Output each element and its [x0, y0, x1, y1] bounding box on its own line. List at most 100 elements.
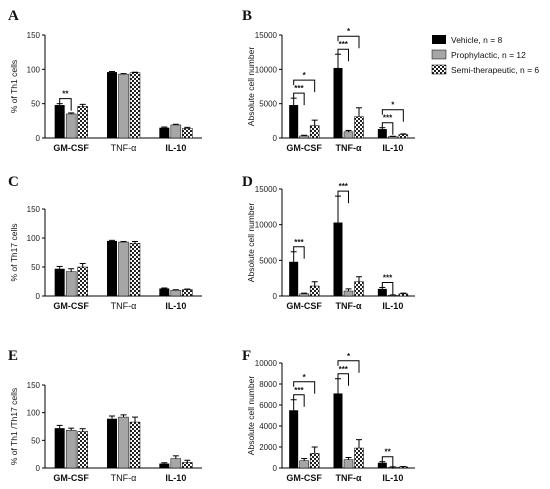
legend-swatch: [431, 49, 447, 60]
significance-bracket: [337, 35, 360, 49]
y-axis-label: % of Th1 /Th17 cells: [9, 388, 19, 465]
panel-label: C: [8, 174, 19, 190]
bar-prophylactic: [343, 131, 354, 139]
significance-bracket: [293, 92, 305, 106]
y-tick-label: 15000: [255, 31, 278, 40]
significance-bracket: [293, 79, 316, 93]
bar-vehicle: [54, 428, 65, 468]
bar-vehicle: [54, 105, 65, 138]
significance-label: ***: [294, 386, 304, 395]
y-tick-label: 5000: [259, 100, 277, 109]
significance-label: ***: [339, 40, 349, 49]
y-axis-label: % of Th17 cells: [9, 224, 19, 282]
bar-prophylactic: [170, 289, 182, 297]
bar-vehicle: [289, 261, 299, 296]
bar-vehicle: [333, 222, 343, 296]
bar-vehicle: [333, 393, 343, 468]
category-label: IL-10: [165, 301, 186, 311]
y-tick-label: 50: [31, 263, 40, 272]
legend-swatch: [431, 64, 447, 75]
significance-bracket: [381, 281, 394, 295]
bar-vehicle: [159, 288, 170, 296]
significance-bracket: [293, 246, 305, 259]
category-label: IL-10: [382, 143, 403, 153]
y-axis-label: Absolute cell number: [246, 203, 256, 283]
category-label: GM-CSF: [286, 143, 322, 153]
y-tick-label: 150: [27, 31, 41, 40]
significance-label: *: [347, 27, 351, 36]
bar-prophylactic: [65, 113, 77, 139]
significance-bracket: [381, 456, 394, 469]
significance-label: ***: [339, 182, 349, 191]
panel-D: D 0 5000 10000 15000 Absolute cell number GM-C…: [242, 174, 415, 311]
y-tick-label: 100: [27, 409, 41, 418]
panel-label: F: [242, 348, 251, 364]
category-label: IL-10: [165, 473, 186, 483]
bar-vehicle: [289, 105, 299, 138]
bar-prophylactic: [118, 73, 129, 139]
bar-prophylactic: [343, 459, 354, 469]
bar-semi-therapeutic: [398, 466, 409, 469]
bar-semi-therapeutic: [309, 125, 320, 139]
y-tick-label: 0: [36, 464, 41, 473]
category-label: TNF-α: [111, 143, 137, 153]
bar-vehicle: [54, 268, 65, 296]
bar-semi-therapeutic: [398, 134, 409, 139]
y-tick-label: 0: [36, 134, 41, 143]
bar-semi-therapeutic: [309, 285, 320, 297]
significance-bracket: [59, 98, 72, 111]
y-tick-label: 0: [36, 292, 41, 301]
bar-vehicle: [159, 463, 170, 468]
significance-label: ***: [383, 273, 393, 282]
significance-label: **: [384, 448, 391, 457]
bar-prophylactic: [299, 135, 309, 139]
significance-label: *: [391, 101, 395, 110]
y-axis-label: Absolute cell number: [246, 47, 256, 127]
significance-label: ***: [294, 238, 304, 247]
bar-semi-therapeutic: [129, 242, 141, 297]
category-label: IL-10: [382, 301, 403, 311]
category-label: GM-CSF: [53, 473, 89, 483]
significance-label: ***: [339, 365, 349, 374]
bar-prophylactic: [343, 290, 354, 297]
bar-semi-therapeutic: [129, 421, 141, 469]
bar-prophylactic: [65, 271, 77, 297]
significance-bracket: [381, 122, 394, 135]
y-tick-label: 100: [27, 234, 41, 243]
bar-semi-therapeutic: [129, 72, 141, 139]
bar-semi-therapeutic: [354, 447, 364, 469]
bar-prophylactic: [299, 460, 309, 469]
y-tick-label: 150: [27, 205, 41, 214]
y-tick-label: 100: [27, 65, 41, 74]
significance-label: *: [303, 373, 307, 382]
bar-semi-therapeutic: [182, 462, 193, 469]
legend: Vehicle, n = 8 Prophylactic, n = 12 Semi-t…: [431, 35, 539, 75]
panel-label: A: [8, 8, 19, 24]
category-label: TNF-α: [335, 143, 361, 153]
panel-E: E 0 50 100 150 % of Th1 /Th17 cells GM-CSF TNF-…: [8, 348, 202, 483]
category-label: GM-CSF: [53, 143, 89, 153]
panel-label: E: [8, 348, 18, 364]
category-label: GM-CSF: [53, 301, 89, 311]
bar-semi-therapeutic: [182, 128, 193, 139]
bar-semi-therapeutic: [77, 106, 88, 139]
category-label: GM-CSF: [286, 301, 322, 311]
panel-B: B 0 5000 10000 15000 Absolute cell number GM-C…: [242, 8, 415, 153]
bar-vehicle: [377, 288, 387, 296]
significance-label: **: [62, 90, 69, 99]
category-label: TNF-α: [335, 301, 361, 311]
panels-group: A 0 50 100 150 % of Th1 cells GM-CSF TNF-α IL-10…: [8, 8, 415, 483]
y-axis-label: Absolute cell number: [246, 376, 256, 456]
y-tick-label: 15000: [255, 185, 278, 194]
y-tick-label: 10000: [255, 359, 278, 368]
bar-prophylactic: [299, 293, 309, 297]
panel-label: D: [242, 174, 253, 190]
y-tick-label: 8000: [259, 380, 277, 389]
bar-vehicle: [107, 72, 117, 138]
significance-bracket: [337, 190, 349, 204]
panel-A: A 0 50 100 150 % of Th1 cells GM-CSF TNF-α IL-10…: [8, 8, 202, 153]
bar-prophylactic: [65, 430, 77, 469]
bar-prophylactic: [170, 458, 182, 469]
bar-vehicle: [107, 240, 117, 296]
